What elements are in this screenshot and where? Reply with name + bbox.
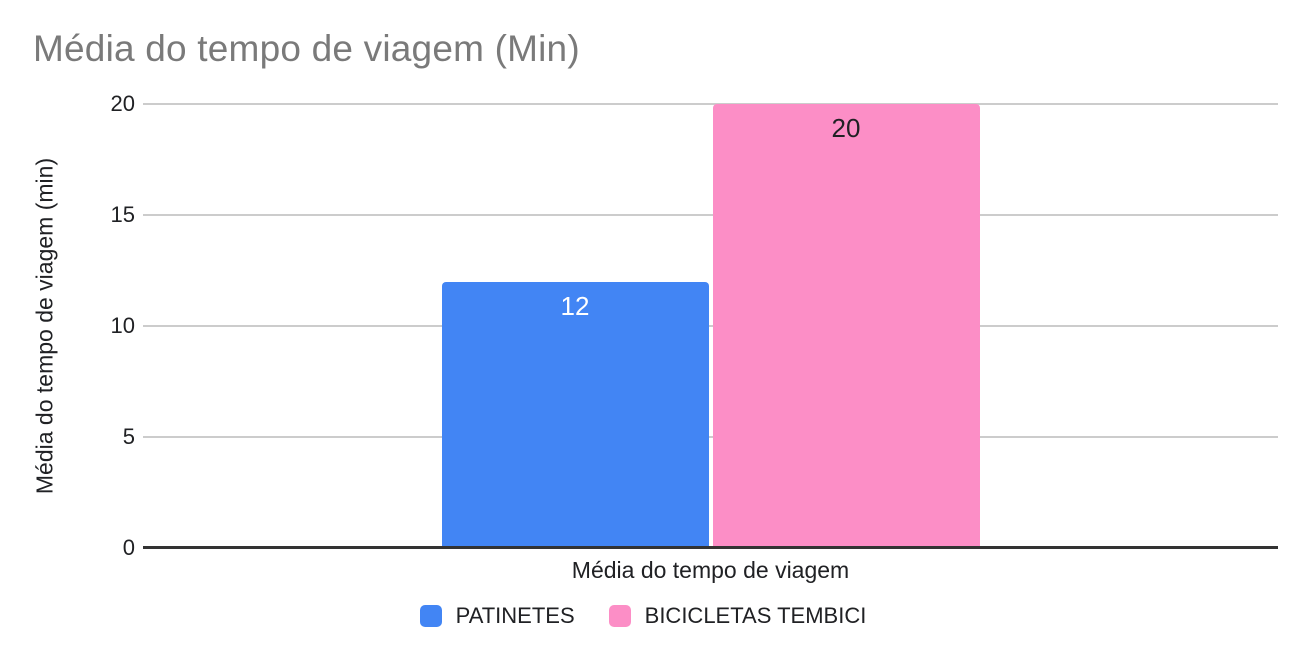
gridline	[143, 214, 1278, 216]
bar-value-label: 20	[831, 113, 861, 143]
x-axis-label: Média do tempo de viagem	[571, 557, 850, 583]
y-tick-label: 20	[110, 91, 135, 116]
legend-swatch-icon	[419, 605, 442, 627]
y-tick-label: 15	[110, 202, 135, 227]
legend-item-patinetes[interactable]: PATINETES	[419, 603, 575, 629]
chart-title: Média do tempo de viagem (Min)	[33, 28, 580, 69]
legend-swatch-icon	[608, 605, 631, 627]
y-tick-label: 5	[122, 424, 135, 449]
bar-patinetes[interactable]: 12	[441, 281, 709, 548]
legend-item-bicicletas-tembici[interactable]: BICICLETAS TEMBICI	[608, 603, 867, 629]
gridline	[143, 436, 1278, 438]
gridline	[143, 325, 1278, 327]
x-axis-line	[143, 546, 1278, 549]
bar-value-label: 12	[560, 290, 590, 321]
bar-bicicletas-tembici[interactable]: 20	[712, 104, 980, 548]
legend-label: BICICLETAS TEMBICI	[644, 603, 867, 628]
plot-area: 12 20	[143, 103, 1278, 549]
gridline	[143, 103, 1278, 105]
y-tick-label: 10	[110, 313, 135, 338]
legend-label: PATINETES	[455, 603, 575, 628]
y-tick-label: 0	[122, 535, 135, 560]
legend: PATINETES BICICLETAS TEMBICI	[0, 603, 1286, 629]
